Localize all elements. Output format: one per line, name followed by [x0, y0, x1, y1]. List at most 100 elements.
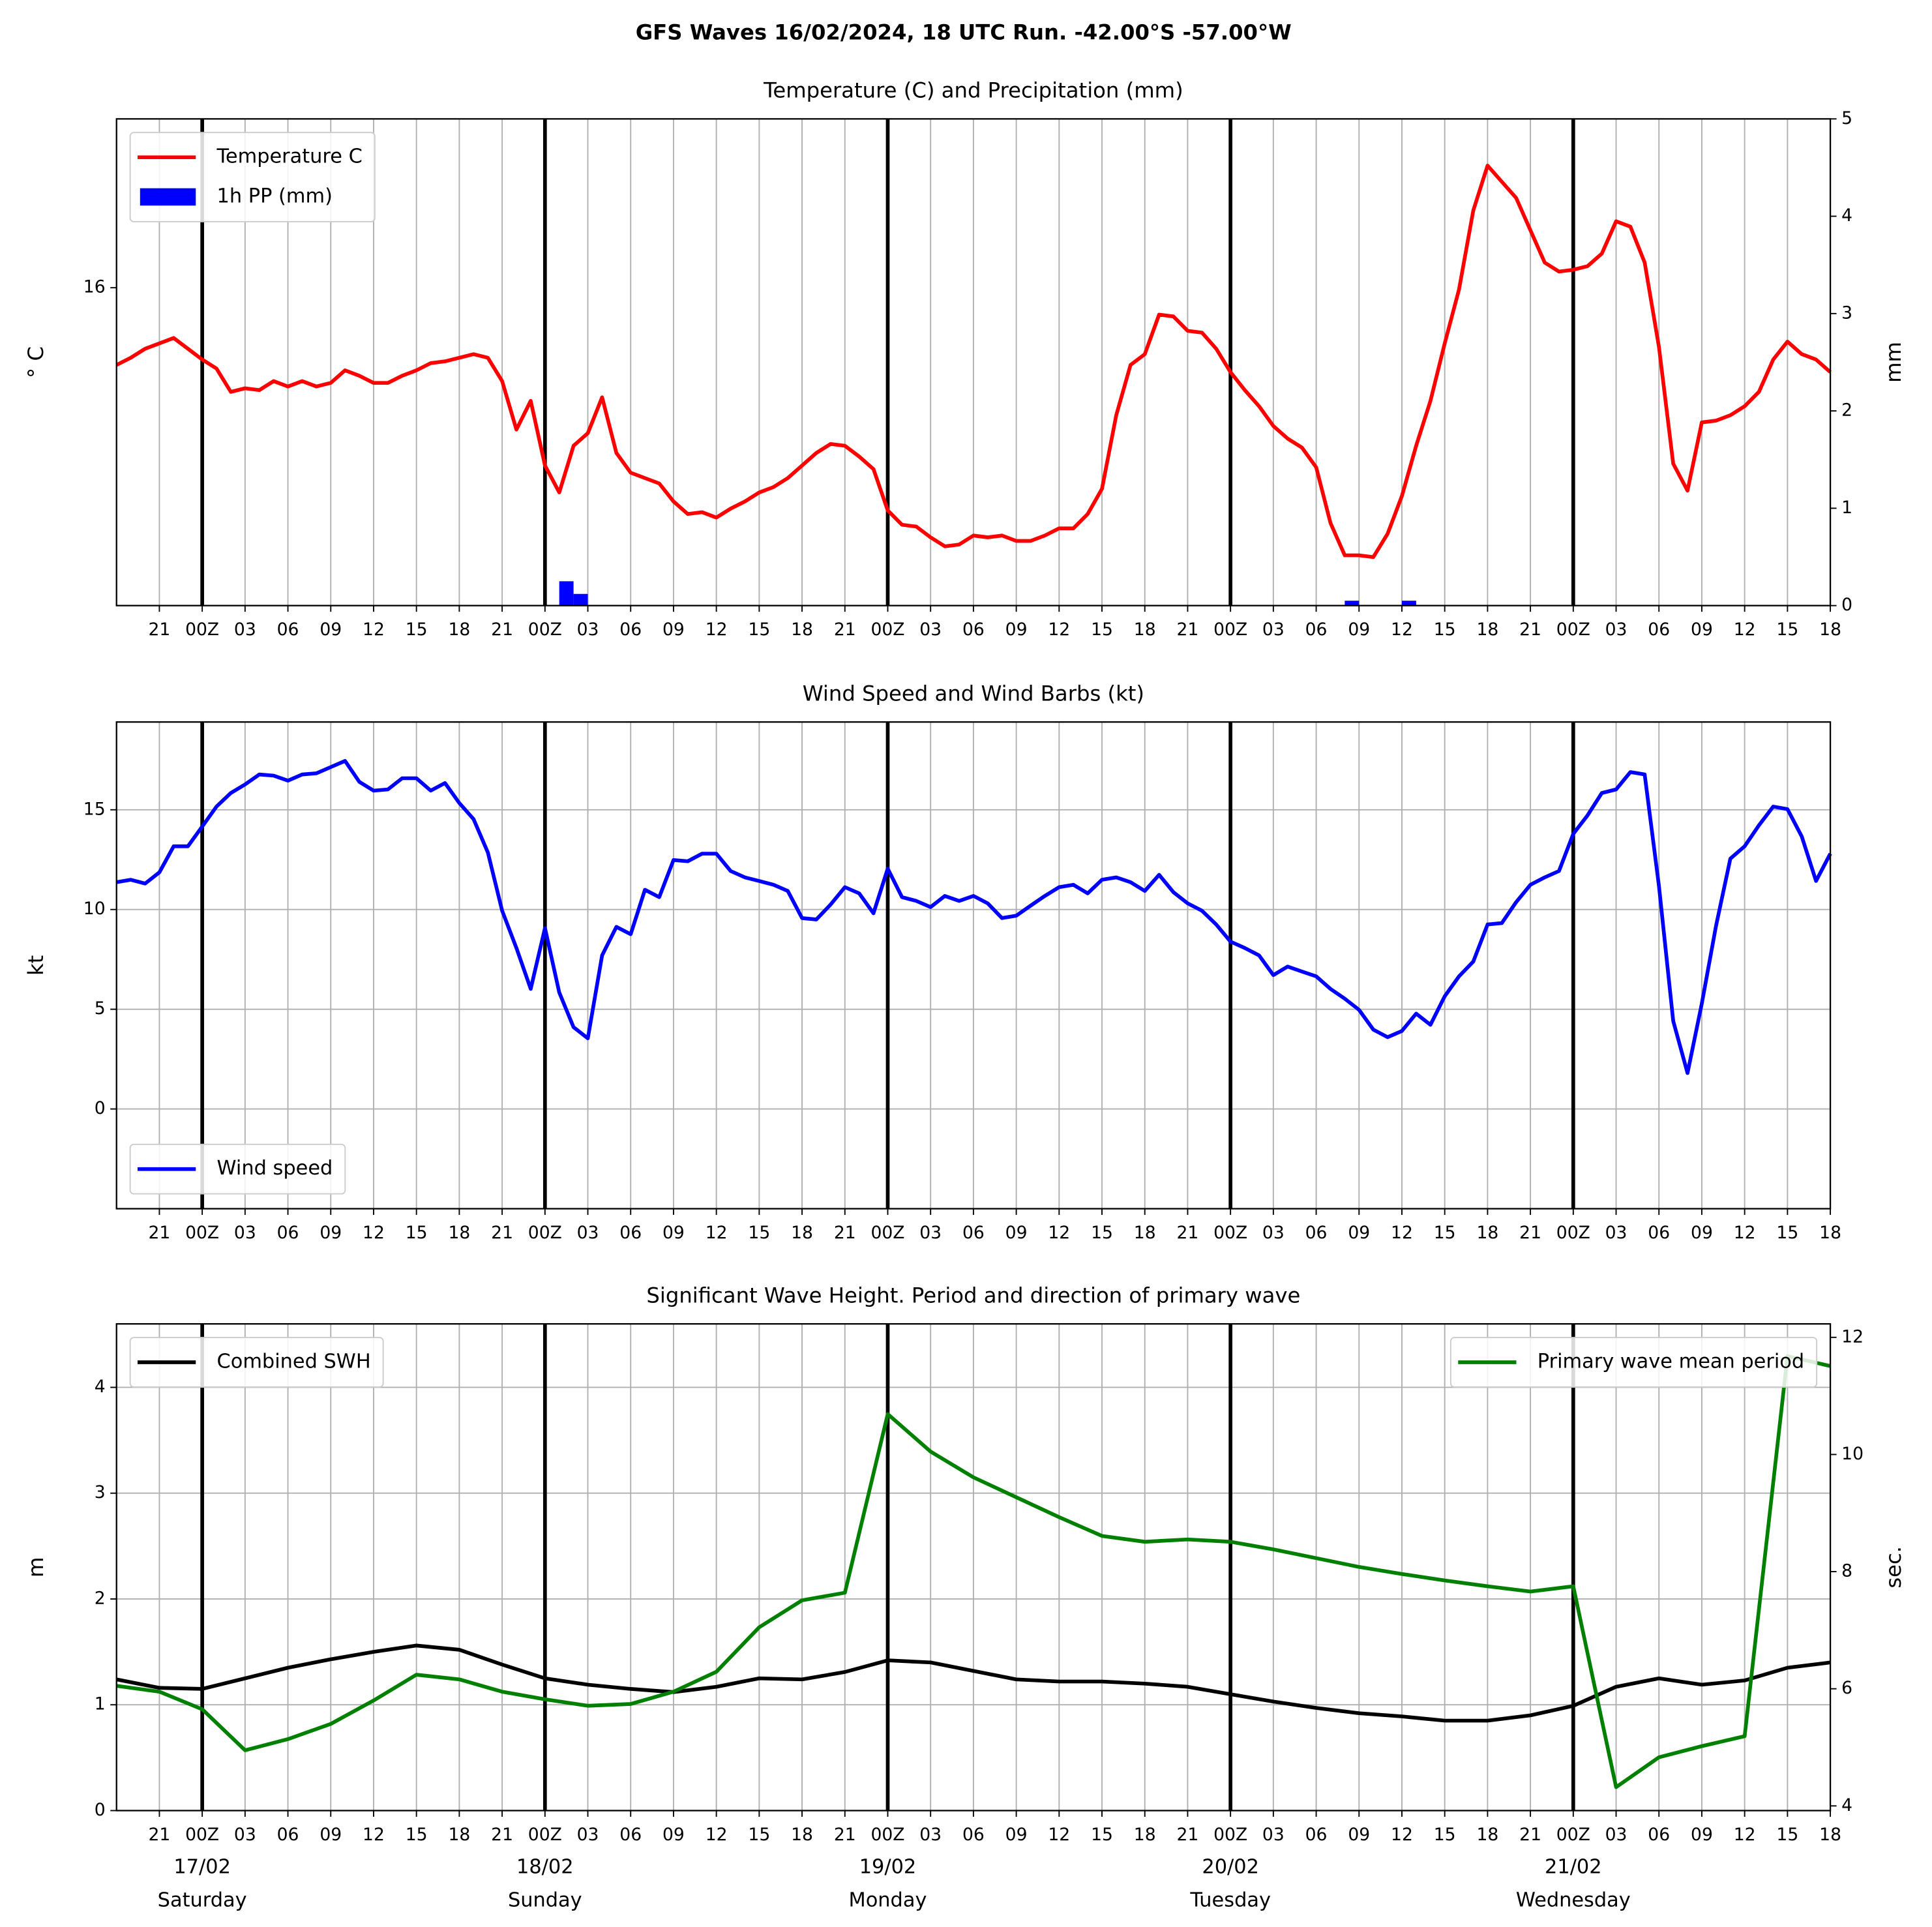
x-tick-label: 12 [1391, 1223, 1413, 1243]
x-tick-label: 00Z [870, 1825, 904, 1845]
y-tick-label: 16 [83, 277, 106, 297]
x-tick-label: 18 [1819, 1825, 1841, 1845]
data-line [116, 758, 1832, 1075]
x-tick-label: 09 [662, 620, 685, 640]
x-tick-label: 03 [577, 1825, 599, 1845]
x-tick-label: 15 [1434, 1825, 1456, 1845]
legend-box [129, 1143, 346, 1195]
x-tick-label: 21 [1177, 1825, 1199, 1845]
x-tick-label: 21 [1519, 620, 1541, 640]
x-tick-label: 00Z [185, 1825, 219, 1845]
x-tick-label: 06 [277, 1223, 299, 1243]
x-tick-label: 00Z [870, 620, 904, 640]
x-tick-label: 00Z [1556, 620, 1590, 640]
y-tick-label: 2 [95, 1588, 106, 1608]
x-tick-label: 09 [1691, 1223, 1713, 1243]
x-tick-label: 21 [834, 1825, 856, 1845]
x-tick-label: 06 [1305, 1825, 1328, 1845]
figure-title: GFS Waves 16/02/2024, 18 UTC Run. -42.00… [636, 20, 1292, 44]
x-tick-label: 09 [1691, 620, 1713, 640]
legend-box [129, 1337, 384, 1388]
x-tick-label: 12 [1391, 620, 1413, 640]
x-tick-label: 06 [619, 1223, 642, 1243]
x-tick-label: 15 [406, 1825, 428, 1845]
bar [1401, 601, 1416, 606]
x-tick-label: 00Z [1213, 1825, 1247, 1845]
y2-tick-label: 4 [1841, 1795, 1852, 1815]
day-label: Wednesday [1516, 1889, 1631, 1912]
x-tick-label: 09 [662, 1825, 685, 1845]
y2-tick-label: 2 [1841, 400, 1852, 421]
x-tick-label: 12 [363, 1223, 385, 1243]
bar [573, 593, 588, 606]
x-tick-label: 00Z [1556, 1223, 1590, 1243]
panel-title: Temperature (C) and Precipitation (mm) [763, 78, 1183, 103]
x-tick-label: 12 [1734, 1223, 1756, 1243]
x-tick-label: 12 [363, 620, 385, 640]
x-tick-label: 06 [962, 1825, 985, 1845]
date-label: 21/02 [1545, 1855, 1602, 1878]
day-label: Tuesday [1189, 1889, 1271, 1912]
x-tick-label: 18 [1134, 620, 1156, 640]
x-tick-label: 21 [834, 1223, 856, 1243]
x-tick-label: 15 [1776, 620, 1798, 640]
x-tick-label: 03 [919, 1825, 942, 1845]
x-tick-label: 00Z [528, 1223, 562, 1243]
x-tick-label: 06 [619, 1825, 642, 1845]
panel-title: Significant Wave Height. Period and dire… [646, 1283, 1300, 1307]
bar [1345, 601, 1360, 606]
x-tick-label: 03 [577, 620, 599, 640]
x-tick-label: 00Z [1213, 620, 1247, 640]
y-tick-label: 15 [83, 799, 106, 819]
y2-tick-label: 5 [1841, 108, 1852, 128]
x-tick-label: 06 [1648, 620, 1670, 640]
x-tick-label: 18 [448, 620, 470, 640]
x-tick-label: 06 [962, 1223, 985, 1243]
x-tick-label: 12 [1734, 1825, 1756, 1845]
legend-box [1449, 1337, 1818, 1388]
legend: Primary wave mean period [1449, 1337, 1818, 1388]
y-tick-label: 1 [95, 1694, 106, 1714]
x-tick-label: 09 [1348, 620, 1370, 640]
x-tick-label: 18 [1134, 1825, 1156, 1845]
x-tick-label: 03 [1605, 620, 1627, 640]
data-line [116, 1643, 1831, 1723]
x-tick-label: 15 [1091, 1825, 1113, 1845]
x-tick-label: 00Z [1556, 1825, 1590, 1845]
x-tick-label: 00Z [870, 1223, 904, 1243]
x-tick-label: 03 [1262, 620, 1285, 640]
y-axis-label: m [23, 1557, 48, 1577]
x-tick-label: 18 [1476, 1825, 1498, 1845]
y2-tick-label: 8 [1841, 1561, 1852, 1581]
x-tick-label: 00Z [185, 620, 219, 640]
x-tick-label: 09 [320, 1223, 342, 1243]
data-line [116, 1354, 1831, 1789]
x-tick-label: 18 [1134, 1223, 1156, 1243]
date-label: 18/02 [516, 1855, 574, 1878]
x-tick-label: 09 [320, 1825, 342, 1845]
x-tick-label: 06 [1648, 1825, 1670, 1845]
x-tick-label: 15 [1776, 1825, 1798, 1845]
y2-tick-label: 10 [1841, 1444, 1864, 1464]
x-tick-label: 03 [234, 1223, 256, 1243]
x-tick-label: 18 [791, 620, 813, 640]
x-tick-label: 21 [149, 1223, 171, 1243]
x-tick-label: 09 [1005, 620, 1028, 640]
x-tick-label: 00Z [528, 1825, 562, 1845]
x-tick-label: 12 [706, 1223, 728, 1243]
x-tick-label: 12 [1048, 1223, 1070, 1243]
x-tick-label: 15 [1776, 1223, 1798, 1243]
x-tick-label: 21 [149, 620, 171, 640]
x-tick-label: 15 [1091, 620, 1113, 640]
x-tick-label: 18 [1476, 1223, 1498, 1243]
x-tick-label: 21 [1519, 1223, 1541, 1243]
y-tick-label: 10 [83, 899, 106, 919]
x-tick-label: 06 [277, 1825, 299, 1845]
data-line [115, 164, 1832, 560]
y2-tick-label: 4 [1841, 205, 1852, 226]
x-tick-label: 12 [1391, 1825, 1413, 1845]
x-tick-label: 15 [748, 1223, 770, 1243]
plot-frame [115, 721, 1832, 1210]
